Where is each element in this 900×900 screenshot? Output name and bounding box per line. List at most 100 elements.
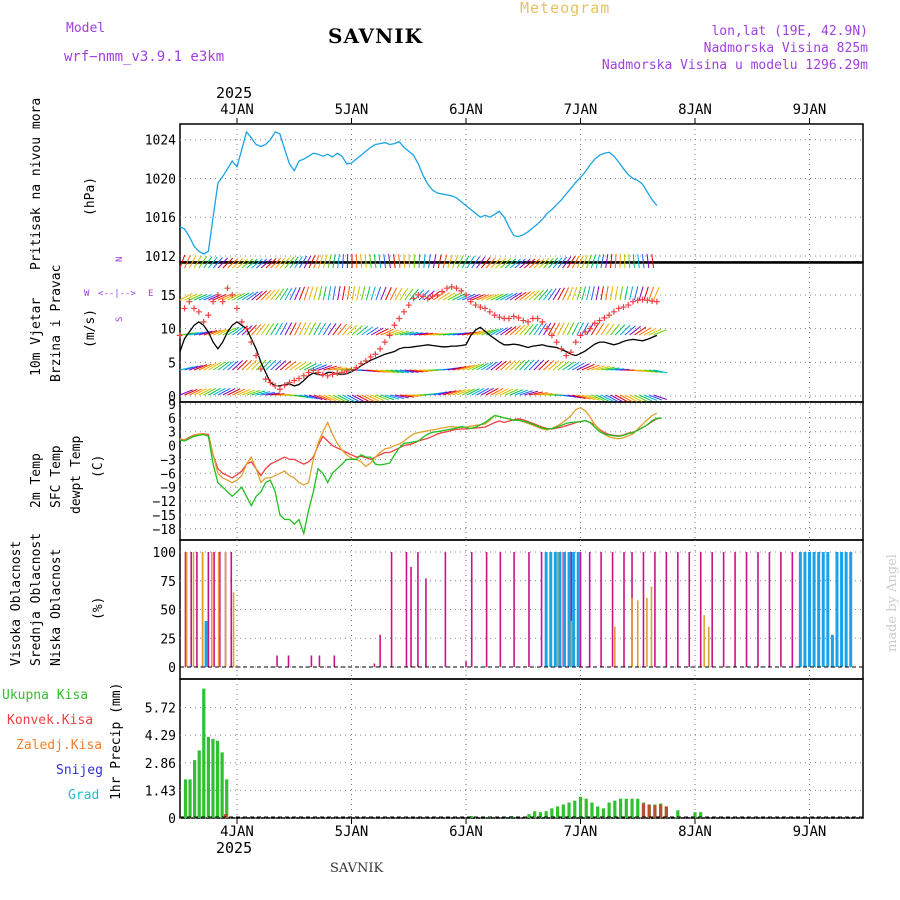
wind-arrow bbox=[342, 394, 356, 403]
wind-arrow bbox=[304, 394, 318, 400]
gust-marker bbox=[510, 313, 517, 320]
model-name: wrf−nmm_v3.9.1 e3km bbox=[64, 49, 225, 65]
y-tick-label: 1020 bbox=[145, 172, 176, 187]
precip-bar-ukupna bbox=[197, 750, 201, 818]
gust-marker bbox=[329, 371, 336, 378]
wind-arrow bbox=[576, 394, 591, 400]
y-tick-label: 3 bbox=[168, 426, 176, 441]
gust-marker bbox=[458, 287, 465, 294]
wind-arrow bbox=[404, 288, 414, 301]
wind-arrow bbox=[256, 258, 268, 269]
wind-arrow bbox=[595, 254, 601, 269]
gust-marker bbox=[548, 332, 555, 339]
bottom-day-label: 8JAN bbox=[678, 824, 712, 840]
gust-marker bbox=[491, 312, 498, 319]
wind-arrow bbox=[279, 287, 289, 301]
gust-marker bbox=[482, 305, 489, 312]
wind-arrow bbox=[399, 394, 414, 398]
gust-marker bbox=[324, 372, 331, 379]
wind-arrow bbox=[203, 256, 213, 269]
wind-arrow bbox=[452, 389, 466, 396]
wind-arrow bbox=[351, 325, 363, 336]
legend-zaledj: Zaledj.Kisa bbox=[16, 738, 103, 753]
gust-marker bbox=[653, 298, 660, 305]
gust-marker bbox=[319, 371, 326, 378]
wind-arrow bbox=[552, 360, 565, 371]
wind-arrow bbox=[189, 364, 203, 371]
wind-arrow bbox=[519, 324, 530, 336]
wind-arrow bbox=[246, 258, 258, 269]
gust-marker bbox=[415, 291, 422, 298]
wind-arrow bbox=[504, 388, 519, 396]
coords-label: lon,lat (19E, 42.9N) bbox=[711, 24, 868, 39]
wind-arrow bbox=[275, 360, 287, 371]
wind-arrow bbox=[461, 388, 475, 396]
wind-arrow bbox=[557, 256, 567, 269]
wind-arrow bbox=[581, 394, 596, 401]
wind-arrow bbox=[571, 322, 580, 336]
gust-marker bbox=[191, 305, 198, 312]
y-tick-label: 1012 bbox=[145, 250, 176, 265]
wind-arrow bbox=[557, 322, 565, 336]
wind-arrow bbox=[423, 254, 426, 269]
gust-marker bbox=[505, 315, 512, 322]
wind-arrow bbox=[485, 257, 496, 269]
wind-arrow bbox=[332, 367, 347, 371]
gust-marker bbox=[310, 367, 317, 374]
wind-arrow bbox=[346, 324, 358, 336]
gust-marker bbox=[281, 382, 288, 389]
panel-frame-2 bbox=[179, 401, 864, 541]
wind-arrow bbox=[619, 394, 633, 403]
wind-arrow bbox=[261, 391, 275, 396]
precip-bar-ukupna bbox=[596, 806, 600, 818]
wind-arrow bbox=[418, 332, 434, 336]
wind-arrow bbox=[500, 388, 514, 396]
precip-bar-ukupna bbox=[578, 796, 583, 818]
y-tick-label: 15 bbox=[160, 289, 176, 304]
bottom-year: 2025 bbox=[216, 839, 253, 857]
wind-arrow bbox=[294, 394, 309, 399]
wind-arrow bbox=[360, 253, 363, 269]
wind-arrow bbox=[637, 254, 640, 269]
wind-arrow bbox=[308, 363, 322, 371]
wind-arrow bbox=[547, 288, 557, 301]
wind-arrow bbox=[471, 363, 485, 371]
wind-arrow bbox=[217, 257, 229, 269]
wind-arrow bbox=[236, 258, 249, 269]
wind-arrow bbox=[308, 286, 314, 301]
wind-arrow bbox=[208, 329, 222, 336]
wind-arrow bbox=[480, 256, 491, 269]
precip-bar-ukupna bbox=[699, 812, 703, 818]
wind-arrow bbox=[179, 293, 193, 301]
wind-arrow bbox=[509, 389, 524, 396]
wind-arrow bbox=[408, 253, 410, 269]
wind-arrow bbox=[514, 291, 527, 301]
wind-arrow bbox=[394, 330, 409, 336]
wind-arrow bbox=[490, 257, 501, 269]
wind-arrow bbox=[433, 391, 448, 396]
gust-marker bbox=[243, 325, 250, 332]
wind-arrow bbox=[581, 322, 589, 336]
wind-arrow bbox=[543, 257, 554, 269]
wind-arrow bbox=[600, 366, 615, 371]
wind-arrow bbox=[466, 388, 480, 396]
wind-arrow bbox=[308, 394, 323, 400]
wind-arrow bbox=[284, 360, 297, 371]
bottom-day-label: 4JAN bbox=[220, 824, 254, 840]
wind-arrow bbox=[514, 359, 526, 371]
wind-arrow bbox=[586, 364, 600, 371]
wind-arrow bbox=[399, 369, 414, 374]
wind-arrow bbox=[303, 255, 312, 269]
wind-arrow bbox=[600, 254, 605, 269]
wind-arrow bbox=[385, 329, 399, 336]
wind-arrow bbox=[260, 359, 272, 371]
gust-marker bbox=[381, 339, 388, 346]
precip-bar-konvek.kisa bbox=[647, 804, 651, 818]
wind-arrow bbox=[646, 254, 650, 269]
gust-marker bbox=[205, 312, 212, 319]
precip-bar-konvek.kisa bbox=[659, 804, 663, 818]
wind-arrow bbox=[390, 330, 404, 336]
wind-arrow bbox=[643, 394, 658, 401]
wind-arrow bbox=[576, 255, 584, 269]
wind-arrow bbox=[232, 326, 244, 336]
